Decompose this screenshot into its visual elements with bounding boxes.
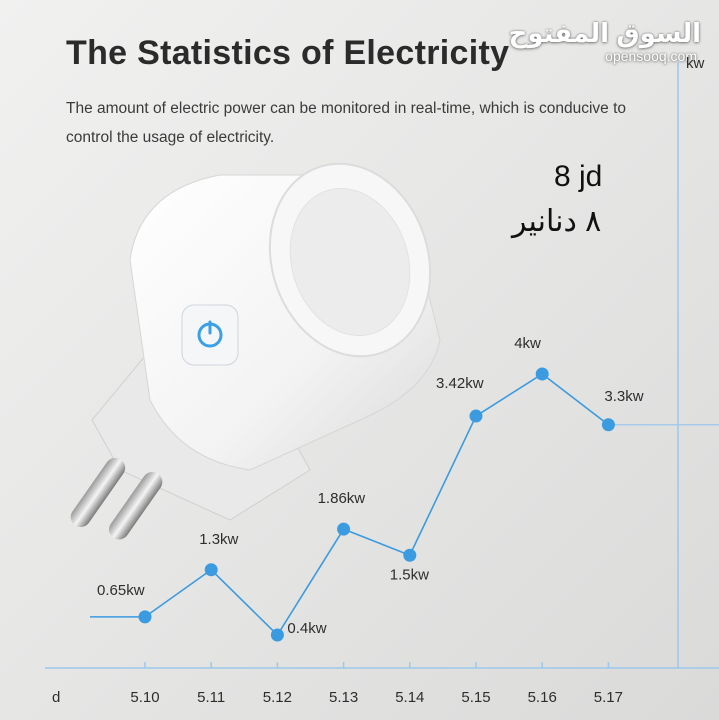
data-point (469, 409, 483, 423)
data-label: 0.4kw (287, 620, 326, 637)
x-axis-label: d (52, 689, 60, 706)
series-line (144, 373, 609, 637)
opensooq-watermark: السوق المفتوح opensooq.com (509, 18, 701, 64)
data-point (138, 610, 152, 624)
x-tick-label: 5.10 (130, 689, 159, 706)
x-tick-label: 5.14 (395, 689, 424, 706)
x-tick-label: 5.17 (594, 689, 623, 706)
data-point (601, 418, 615, 432)
watermark-arabic: السوق المفتوح (508, 18, 701, 48)
price-arabic: ٨ دنانير (512, 205, 602, 238)
data-point (204, 563, 218, 577)
y-axis-label: kw (686, 55, 705, 72)
data-label: 1.3kw (199, 531, 238, 548)
data-label: 4kw (514, 335, 541, 352)
data-point (403, 548, 417, 562)
chart-subtitle: The amount of electric power can be moni… (66, 100, 626, 146)
data-point (337, 522, 351, 536)
data-point (270, 628, 284, 642)
data-label: 3.42kw (436, 375, 484, 392)
data-point (535, 367, 549, 381)
x-tick-label: 5.12 (263, 689, 292, 706)
data-label: 3.3kw (604, 388, 643, 405)
data-label: 1.86kw (318, 490, 366, 507)
chart-title: The Statistics of Electricity (66, 34, 510, 72)
watermark-latin: opensooq.com (605, 48, 697, 64)
data-label: 0.65kw (97, 582, 145, 599)
x-tick-label: 5.13 (329, 689, 358, 706)
x-tick-label: 5.15 (461, 689, 490, 706)
data-label: 1.5kw (390, 566, 429, 583)
x-tick-label: 5.16 (528, 689, 557, 706)
price-english: 8 jd (554, 160, 603, 193)
x-tick-label: 5.11 (197, 689, 225, 706)
